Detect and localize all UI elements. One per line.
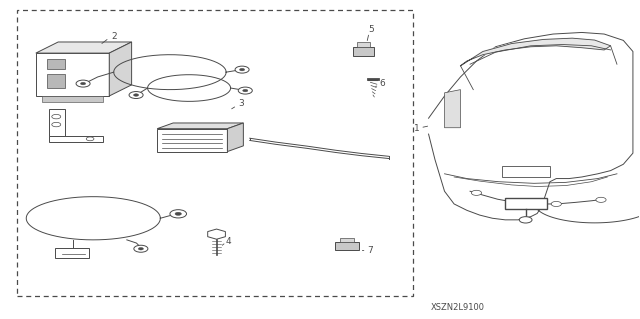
Circle shape bbox=[519, 217, 532, 223]
FancyBboxPatch shape bbox=[502, 166, 550, 177]
Circle shape bbox=[239, 68, 244, 71]
Circle shape bbox=[175, 212, 181, 215]
Text: 2: 2 bbox=[111, 32, 117, 41]
Circle shape bbox=[52, 122, 61, 127]
Polygon shape bbox=[36, 53, 109, 96]
FancyBboxPatch shape bbox=[505, 197, 547, 209]
Polygon shape bbox=[49, 136, 103, 142]
Circle shape bbox=[471, 190, 481, 196]
Circle shape bbox=[235, 66, 249, 73]
Circle shape bbox=[81, 82, 86, 85]
FancyBboxPatch shape bbox=[335, 242, 359, 250]
Circle shape bbox=[52, 115, 61, 119]
Polygon shape bbox=[109, 42, 132, 96]
Circle shape bbox=[129, 92, 143, 99]
Text: 6: 6 bbox=[379, 79, 385, 88]
Circle shape bbox=[76, 80, 90, 87]
Polygon shape bbox=[157, 129, 227, 152]
Polygon shape bbox=[429, 33, 633, 220]
Text: 3: 3 bbox=[531, 187, 537, 197]
Text: 1: 1 bbox=[413, 124, 419, 133]
Circle shape bbox=[134, 94, 139, 96]
Polygon shape bbox=[49, 109, 65, 136]
Bar bbox=[17, 10, 413, 296]
Circle shape bbox=[134, 245, 148, 252]
FancyBboxPatch shape bbox=[340, 238, 354, 242]
Polygon shape bbox=[42, 96, 103, 102]
Circle shape bbox=[86, 137, 94, 141]
Circle shape bbox=[551, 201, 561, 206]
FancyBboxPatch shape bbox=[47, 74, 65, 88]
Polygon shape bbox=[227, 123, 243, 152]
Polygon shape bbox=[157, 123, 243, 129]
Circle shape bbox=[243, 89, 248, 92]
Polygon shape bbox=[36, 42, 132, 53]
FancyBboxPatch shape bbox=[357, 42, 370, 47]
Polygon shape bbox=[461, 38, 611, 66]
Circle shape bbox=[596, 197, 606, 202]
Text: 3: 3 bbox=[238, 100, 244, 108]
Text: XSZN2L9100: XSZN2L9100 bbox=[430, 303, 484, 312]
FancyBboxPatch shape bbox=[55, 248, 88, 258]
Text: 5: 5 bbox=[368, 26, 374, 34]
Polygon shape bbox=[445, 90, 461, 128]
Text: 7: 7 bbox=[367, 246, 373, 255]
FancyBboxPatch shape bbox=[353, 47, 374, 56]
FancyBboxPatch shape bbox=[47, 59, 65, 69]
Text: 4: 4 bbox=[226, 237, 232, 246]
Circle shape bbox=[170, 210, 186, 218]
Polygon shape bbox=[208, 229, 225, 239]
Circle shape bbox=[138, 248, 143, 250]
Circle shape bbox=[238, 87, 252, 94]
